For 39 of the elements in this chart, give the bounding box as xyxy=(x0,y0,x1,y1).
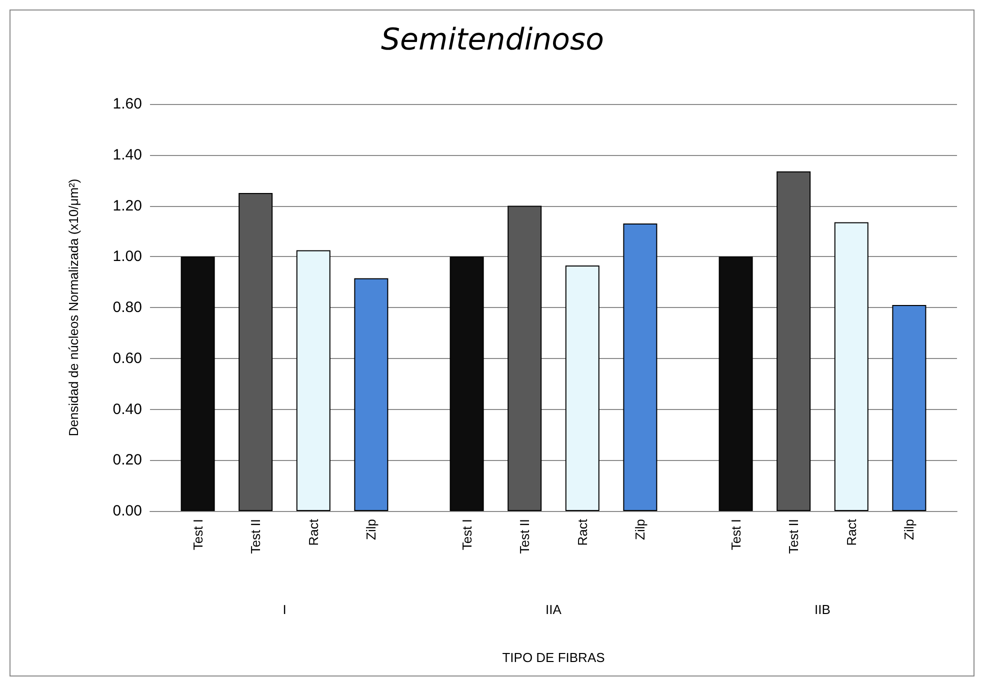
text: Ract xyxy=(306,518,321,546)
x-tick-label: I xyxy=(282,602,286,617)
text: Test I xyxy=(728,519,744,550)
y-tick-label: 1.00 xyxy=(112,248,142,266)
y-tick-label: 0.60 xyxy=(112,350,142,367)
y-tick-label: 0.40 xyxy=(112,400,142,418)
y-tick-label: 1.60 xyxy=(112,96,142,112)
bar xyxy=(354,278,388,511)
bar xyxy=(296,250,330,511)
bar xyxy=(834,222,868,511)
bar xyxy=(718,256,753,511)
y-tick-label: 0.80 xyxy=(112,299,142,316)
text: Test I xyxy=(190,519,206,550)
text: Zilp xyxy=(364,519,379,540)
bar xyxy=(450,256,484,511)
y-tick-label: 1.20 xyxy=(112,197,142,214)
text: Ract xyxy=(844,519,859,546)
text: Ract xyxy=(574,519,590,546)
text: Test II xyxy=(248,519,264,554)
bar xyxy=(565,266,600,511)
bar xyxy=(180,256,215,511)
text: Zilp xyxy=(632,519,648,540)
y-axis-title: Densidad de núcleos Normalizada (x10/μm²) xyxy=(66,178,81,436)
x-tick-label: IIA xyxy=(546,602,562,617)
x-axis-title: TIPO DE FIBRAS xyxy=(502,650,606,665)
bar xyxy=(776,171,811,511)
bar xyxy=(508,206,542,511)
chart-title: Semitendinoso xyxy=(380,22,604,58)
text: Test II xyxy=(786,519,802,554)
text: Test II xyxy=(517,519,532,554)
bar xyxy=(892,304,926,511)
text: Zilp xyxy=(902,519,917,540)
y-tick-label: 0.00 xyxy=(112,502,142,520)
bar xyxy=(238,193,273,511)
x-tick-label: IIB xyxy=(814,602,830,617)
y-tick-label: 1.40 xyxy=(112,146,142,164)
text: Test I xyxy=(459,519,474,550)
y-tick-label: 0.20 xyxy=(112,452,142,469)
bar xyxy=(623,224,658,511)
